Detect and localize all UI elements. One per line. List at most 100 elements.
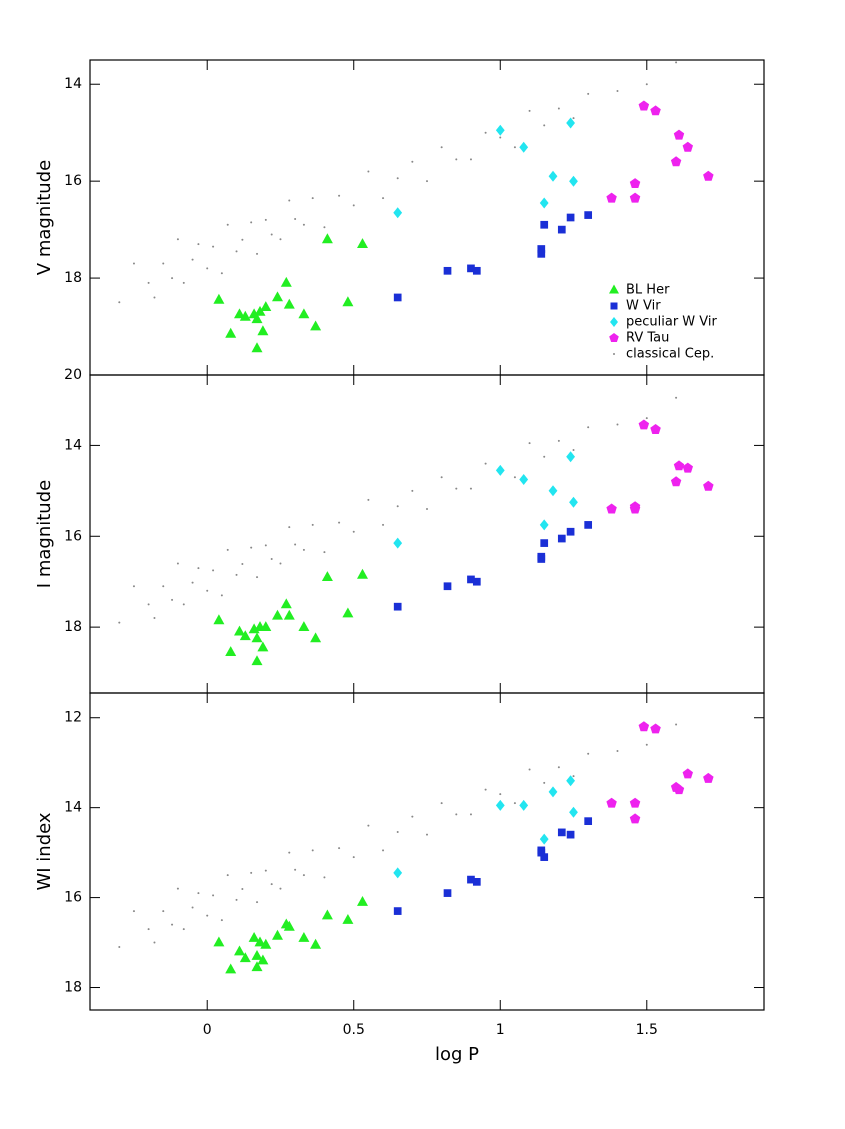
point — [673, 784, 685, 795]
point — [537, 249, 546, 258]
point — [587, 92, 590, 95]
point — [675, 396, 678, 399]
y-tick-label: 18 — [64, 619, 82, 635]
point — [283, 920, 295, 931]
point — [323, 551, 326, 554]
y-axis-label: I magnitude — [34, 480, 55, 588]
point — [557, 828, 566, 837]
point — [251, 632, 263, 643]
point — [519, 799, 529, 811]
legend-marker — [610, 317, 618, 327]
point — [323, 226, 326, 229]
point — [537, 848, 546, 857]
point — [182, 281, 185, 284]
point — [539, 519, 549, 531]
point — [629, 192, 641, 203]
point — [288, 526, 291, 529]
point — [537, 555, 546, 563]
point — [153, 296, 156, 299]
point — [225, 646, 237, 656]
point — [472, 577, 481, 586]
point — [467, 575, 475, 584]
point — [367, 498, 370, 501]
point — [298, 621, 310, 631]
point — [411, 815, 414, 818]
point — [499, 793, 502, 796]
point — [382, 849, 385, 852]
point — [162, 910, 165, 913]
point — [548, 485, 558, 497]
y-tick-label: 16 — [64, 528, 82, 544]
point — [260, 621, 272, 631]
point — [528, 109, 531, 112]
point — [310, 938, 322, 949]
point — [235, 250, 238, 253]
point — [484, 788, 487, 791]
point — [153, 617, 156, 620]
point — [234, 625, 245, 636]
point — [162, 262, 165, 265]
point — [682, 462, 693, 473]
point — [280, 598, 292, 609]
point — [495, 124, 505, 136]
point — [411, 489, 414, 492]
point — [251, 655, 263, 666]
point — [254, 936, 266, 947]
point — [251, 961, 263, 972]
point — [310, 320, 322, 331]
point — [393, 907, 402, 915]
point — [566, 527, 575, 536]
point — [302, 874, 305, 877]
point — [426, 180, 428, 183]
point — [528, 768, 531, 771]
point — [357, 238, 368, 248]
point — [250, 221, 253, 224]
point — [543, 781, 546, 784]
point — [283, 609, 295, 620]
point — [443, 582, 452, 591]
point — [393, 207, 403, 219]
point — [566, 213, 575, 222]
point — [638, 419, 650, 430]
point — [566, 775, 575, 787]
point — [280, 276, 292, 287]
point — [352, 204, 355, 207]
point — [472, 878, 481, 886]
point — [239, 310, 251, 321]
point — [251, 950, 263, 960]
point — [288, 851, 291, 854]
point — [543, 124, 546, 127]
point — [279, 887, 282, 890]
point — [234, 945, 245, 956]
point — [279, 562, 282, 565]
plot-frame — [89, 692, 765, 1011]
point — [393, 867, 403, 879]
point — [254, 305, 266, 316]
point — [645, 83, 648, 86]
point — [703, 480, 714, 491]
point — [540, 853, 549, 861]
point — [557, 766, 560, 769]
point — [270, 233, 273, 236]
point — [572, 775, 575, 778]
point — [213, 614, 225, 625]
point — [528, 442, 531, 445]
point — [310, 632, 322, 643]
point — [342, 914, 354, 924]
point — [321, 233, 333, 244]
point — [321, 909, 333, 920]
point — [302, 223, 305, 226]
point — [548, 170, 558, 182]
point — [176, 887, 179, 890]
point — [248, 932, 260, 942]
point — [495, 799, 505, 811]
point — [539, 833, 549, 845]
point — [206, 589, 209, 592]
point — [519, 141, 529, 153]
point — [220, 594, 223, 597]
legend-label: W Vir — [626, 299, 661, 314]
point — [206, 267, 209, 270]
point — [311, 849, 314, 852]
point — [629, 503, 641, 514]
